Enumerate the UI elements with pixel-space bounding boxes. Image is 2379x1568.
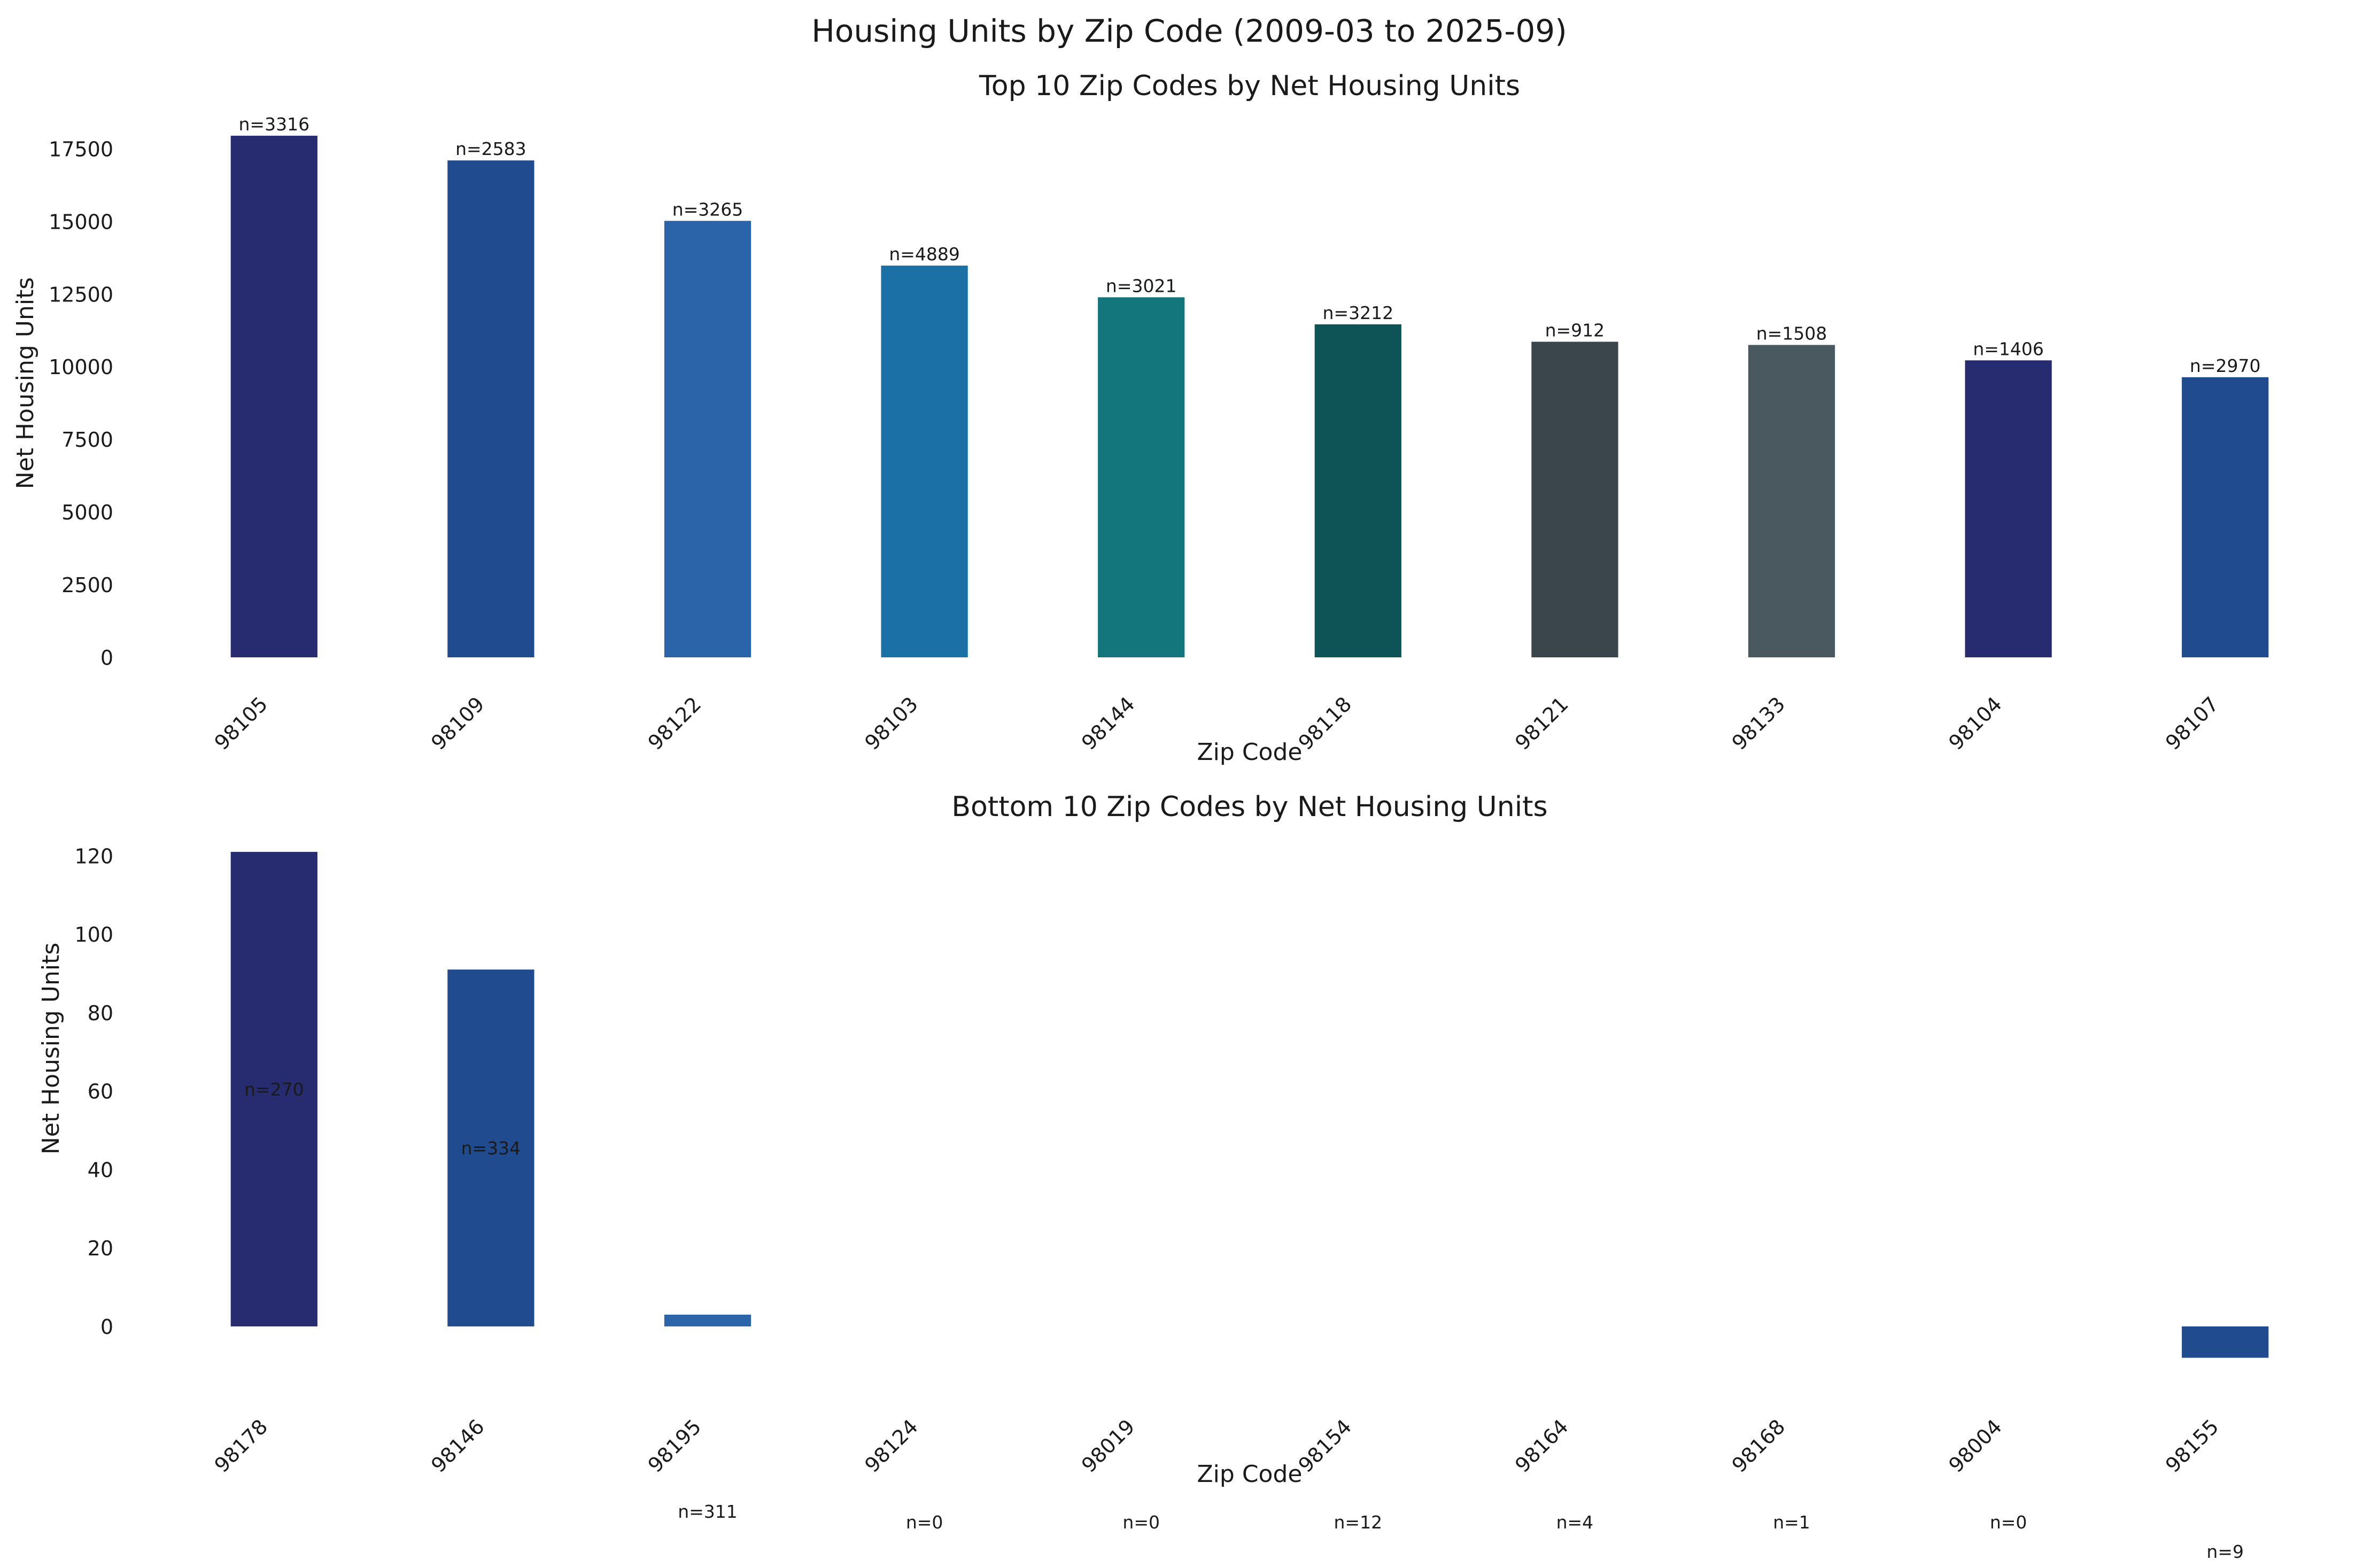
top-count-label: n=3265 — [672, 199, 743, 220]
top-xtick-label: 98118 — [1294, 692, 1357, 755]
top-count-label: n=3316 — [239, 114, 310, 135]
top-xtick-label: 98104 — [1944, 692, 2006, 755]
bottom-xtick-label: 98168 — [1727, 1415, 1790, 1477]
bottom-xtick-label: 98146 — [427, 1415, 489, 1477]
bottom-bar-98155 — [2182, 1326, 2269, 1358]
bottom-ytick-label: 40 — [88, 1158, 113, 1182]
top-ytick-label: 17500 — [49, 137, 113, 161]
top-count-label: n=1406 — [1973, 338, 2044, 359]
bottom-chart-ylabel: Net Housing Units — [37, 943, 65, 1155]
bottom-count-label: n=0 — [1122, 1512, 1160, 1533]
bottom-count-label: n=311 — [678, 1501, 738, 1522]
bottom-ytick-label: 20 — [88, 1237, 113, 1260]
bottom-xtick-label: 98178 — [210, 1415, 273, 1477]
top-bar-98122 — [664, 221, 751, 658]
top-count-label: n=4889 — [889, 244, 960, 265]
top-count-label: n=2583 — [455, 138, 526, 159]
bottom-bar-98195 — [664, 1314, 751, 1326]
top-bar-98104 — [1965, 360, 2052, 657]
bottom-chart-bars — [230, 852, 2269, 1358]
bottom-count-label: n=9 — [2206, 1541, 2244, 1562]
top-ytick-label: 7500 — [61, 428, 113, 452]
bottom-ytick-label: 120 — [74, 844, 113, 868]
top-count-label: n=912 — [1545, 320, 1605, 340]
top-ytick-label: 10000 — [49, 355, 113, 379]
figure-title: Housing Units by Zip Code (2009-03 to 20… — [811, 13, 1567, 49]
top-xtick-label: 98109 — [427, 692, 489, 755]
bottom-count-label: n=1 — [1773, 1512, 1810, 1533]
top-bar-98105 — [230, 135, 317, 658]
top-xtick-label: 98121 — [1510, 692, 1573, 755]
top-xtick-label: 98144 — [1077, 692, 1140, 755]
bottom-xtick-label: 98195 — [644, 1415, 706, 1477]
top-bar-98118 — [1314, 324, 1401, 657]
bottom-ytick-label: 100 — [74, 923, 113, 946]
bottom-ytick-label: 0 — [100, 1315, 113, 1339]
top-ytick-label: 5000 — [61, 501, 113, 524]
top-ytick-label: 15000 — [49, 210, 113, 234]
bottom-count-label: n=270 — [244, 1079, 304, 1100]
bottom-chart-xlabel: Zip Code — [1197, 1461, 1303, 1488]
bottom-count-label: n=4 — [1556, 1512, 1594, 1533]
top-bar-98109 — [447, 160, 534, 657]
top-bar-98133 — [1748, 345, 1835, 657]
top-xtick-label: 98105 — [210, 692, 273, 755]
bottom-count-label: n=12 — [1334, 1512, 1383, 1533]
bottom-count-label: n=0 — [1990, 1512, 2027, 1533]
bottom-xtick-label: 98019 — [1077, 1415, 1140, 1477]
bottom-ytick-label: 80 — [88, 1002, 113, 1025]
bottom-xtick-label: 98124 — [860, 1415, 923, 1477]
top-bar-98107 — [2182, 377, 2269, 657]
top-chart-xlabel: Zip Code — [1197, 739, 1303, 766]
top-bar-98103 — [881, 266, 968, 657]
top-count-label: n=3021 — [1106, 275, 1177, 296]
top-chart-bars — [230, 135, 2269, 658]
top-xtick-label: 98122 — [644, 692, 706, 755]
top-zip-codes-chart: Top 10 Zip Codes by Net Housing Units Ne… — [12, 70, 2269, 766]
bottom-xtick-label: 98164 — [1510, 1415, 1573, 1477]
top-ytick-label: 2500 — [61, 573, 113, 597]
bottom-count-label: n=0 — [906, 1512, 943, 1533]
top-ytick-label: 12500 — [49, 283, 113, 306]
bottom-xtick-label: 98155 — [2161, 1415, 2223, 1477]
bottom-ytick-label: 60 — [88, 1080, 113, 1104]
top-chart-ylabel: Net Housing Units — [12, 277, 39, 490]
top-xtick-label: 98133 — [1727, 692, 1790, 755]
top-count-label: n=1508 — [1756, 323, 1827, 344]
top-ytick-label: 0 — [100, 646, 113, 670]
bottom-count-label: n=334 — [461, 1138, 521, 1159]
top-chart-title: Top 10 Zip Codes by Net Housing Units — [979, 70, 1520, 102]
bottom-zip-codes-chart: Bottom 10 Zip Codes by Net Housing Units… — [37, 791, 2269, 1562]
top-count-label: n=3212 — [1323, 302, 1394, 323]
bottom-xtick-label: 98154 — [1294, 1415, 1357, 1477]
bottom-bar-98178 — [230, 852, 317, 1326]
top-count-label: n=2970 — [2190, 355, 2261, 376]
top-bar-98121 — [1531, 341, 1618, 657]
top-bar-98144 — [1098, 297, 1185, 657]
bottom-xtick-label: 98004 — [1944, 1415, 2006, 1477]
top-xtick-label: 98103 — [860, 692, 923, 755]
top-xtick-label: 98107 — [2161, 692, 2223, 755]
bottom-chart-title: Bottom 10 Zip Codes by Net Housing Units — [951, 791, 1547, 823]
bottom-bar-98146 — [447, 969, 534, 1326]
